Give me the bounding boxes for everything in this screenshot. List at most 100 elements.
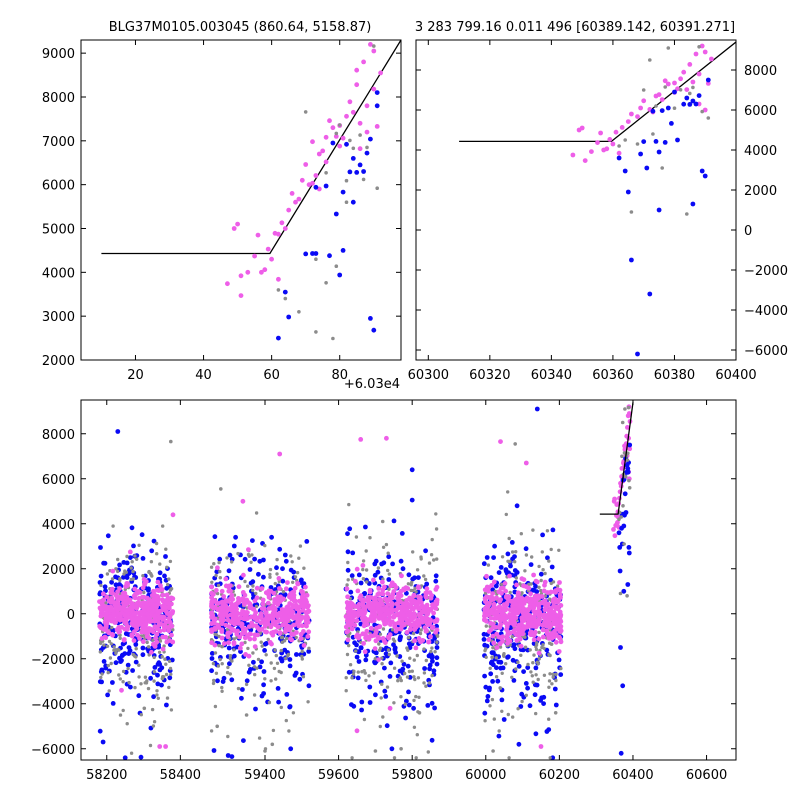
- data-point-grey: [400, 659, 404, 663]
- data-point-grey: [246, 646, 250, 651]
- data-point-magenta: [119, 687, 124, 693]
- data-point-blue: [374, 90, 380, 95]
- data-point-grey: [386, 648, 391, 652]
- data-point-magenta: [419, 618, 425, 624]
- data-point-blue: [485, 694, 491, 699]
- data-point-blue: [122, 755, 128, 760]
- data-point-blue: [482, 673, 487, 679]
- data-point-magenta: [360, 602, 366, 608]
- data-point-blue: [494, 665, 499, 671]
- data-point-grey: [301, 675, 306, 679]
- data-point-grey: [532, 653, 536, 657]
- data-point-blue: [354, 170, 360, 175]
- data-point-magenta: [150, 629, 156, 635]
- data-point-blue: [491, 555, 496, 560]
- data-point-blue: [429, 737, 435, 743]
- data-point-magenta: [557, 635, 563, 641]
- data-point-magenta: [377, 596, 383, 602]
- data-point-grey: [108, 656, 113, 660]
- data-point-blue: [512, 554, 517, 559]
- data-point-grey: [273, 648, 277, 652]
- data-point-magenta: [209, 640, 215, 646]
- data-point-grey: [226, 734, 230, 739]
- data-point-blue: [209, 656, 215, 661]
- data-point-blue: [118, 659, 123, 664]
- data-point-grey: [381, 627, 386, 631]
- data-point-grey: [165, 696, 170, 700]
- data-point-magenta: [258, 611, 264, 616]
- data-point-blue: [427, 666, 432, 672]
- data-point-magenta: [282, 618, 288, 624]
- data-point-grey: [697, 45, 701, 49]
- data-point-grey: [494, 675, 499, 679]
- data-point-blue: [489, 650, 495, 656]
- data-point-grey: [435, 557, 439, 561]
- data-point-grey: [260, 644, 264, 648]
- data-point-blue: [215, 678, 220, 684]
- data-point-blue: [550, 527, 556, 533]
- data-point-grey: [298, 544, 303, 548]
- y-tick-label: −6000: [744, 344, 788, 359]
- data-point-magenta: [486, 608, 491, 614]
- data-point-magenta: [141, 615, 146, 621]
- data-point-blue: [262, 641, 268, 647]
- data-point-blue: [117, 582, 122, 587]
- data-point-blue: [283, 558, 289, 564]
- data-point-blue: [364, 150, 370, 156]
- data-point-grey: [623, 474, 628, 479]
- data-point-blue: [340, 248, 346, 253]
- data-point-magenta: [383, 640, 388, 645]
- data-point-grey: [167, 577, 171, 581]
- data-point-blue: [422, 666, 427, 671]
- data-point-grey: [154, 541, 159, 546]
- data-point-blue: [534, 406, 540, 412]
- data-point-magenta: [419, 600, 424, 606]
- data-point-grey: [158, 639, 163, 643]
- data-point-blue: [389, 746, 395, 752]
- data-point-grey: [534, 711, 538, 716]
- data-point-grey: [344, 689, 348, 693]
- data-point-grey: [279, 705, 283, 710]
- data-point-blue: [558, 672, 564, 677]
- data-point-grey: [424, 658, 428, 663]
- data-point-magenta: [412, 638, 417, 644]
- data-point-blue: [492, 543, 497, 549]
- data-point-grey: [155, 689, 159, 693]
- data-point-magenta: [212, 642, 218, 648]
- data-point-magenta: [124, 594, 130, 600]
- data-point-grey: [169, 708, 174, 712]
- data-point-magenta: [231, 226, 237, 231]
- data-point-grey: [303, 110, 308, 114]
- x-tick-label: 40: [195, 368, 212, 383]
- data-point-grey: [220, 644, 224, 649]
- data-point-magenta: [373, 638, 379, 644]
- data-point-magenta: [276, 576, 282, 581]
- data-point-magenta: [153, 635, 159, 641]
- data-point-magenta: [424, 628, 429, 633]
- data-point-grey: [375, 186, 380, 190]
- data-point-grey: [226, 665, 230, 670]
- data-point-magenta: [485, 604, 490, 610]
- data-point-magenta: [354, 728, 360, 734]
- data-point-blue: [282, 289, 288, 295]
- data-point-grey: [617, 517, 621, 522]
- data-point-magenta: [547, 622, 552, 627]
- data-point-magenta: [295, 581, 301, 587]
- data-point-magenta: [366, 599, 372, 605]
- data-point-blue: [368, 316, 373, 321]
- data-point-magenta: [255, 232, 261, 238]
- data-point-magenta: [212, 604, 218, 610]
- data-point-magenta: [258, 620, 264, 625]
- data-point-blue: [133, 659, 139, 665]
- data-point-blue: [538, 571, 544, 577]
- data-point-grey: [537, 564, 541, 569]
- data-point-magenta: [158, 583, 163, 589]
- data-point-grey: [142, 590, 146, 595]
- data-point-magenta: [376, 586, 382, 591]
- data-point-magenta: [160, 615, 166, 620]
- data-point-magenta: [528, 591, 533, 597]
- data-point-grey: [134, 647, 138, 651]
- data-point-grey: [251, 588, 255, 593]
- data-point-magenta: [360, 631, 366, 637]
- data-point-grey: [137, 663, 141, 667]
